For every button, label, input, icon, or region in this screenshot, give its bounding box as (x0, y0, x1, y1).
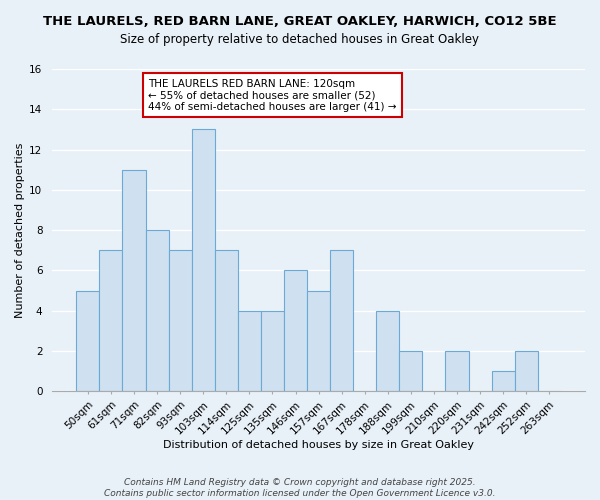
Text: Size of property relative to detached houses in Great Oakley: Size of property relative to detached ho… (121, 32, 479, 46)
Bar (76, 290, 100, 392)
X-axis label: Distribution of detached houses by size in Great Oakley: Distribution of detached houses by size … (163, 440, 474, 450)
Bar (515, 351, 538, 392)
Bar (400, 351, 422, 392)
Bar (284, 270, 307, 392)
Bar (169, 250, 191, 392)
Bar (238, 311, 261, 392)
Bar (146, 230, 169, 392)
Bar (261, 311, 284, 392)
Bar (100, 250, 122, 392)
Bar (191, 130, 215, 392)
Y-axis label: Number of detached properties: Number of detached properties (15, 142, 25, 318)
Bar (376, 311, 400, 392)
Bar (122, 170, 146, 392)
Text: THE LAURELS, RED BARN LANE, GREAT OAKLEY, HARWICH, CO12 5BE: THE LAURELS, RED BARN LANE, GREAT OAKLEY… (43, 15, 557, 28)
Text: THE LAURELS RED BARN LANE: 120sqm
← 55% of detached houses are smaller (52)
44% : THE LAURELS RED BARN LANE: 120sqm ← 55% … (148, 78, 397, 112)
Bar (215, 250, 238, 392)
Bar (330, 250, 353, 392)
Bar (307, 290, 330, 392)
Text: Contains HM Land Registry data © Crown copyright and database right 2025.
Contai: Contains HM Land Registry data © Crown c… (104, 478, 496, 498)
Bar (445, 351, 469, 392)
Bar (491, 371, 515, 392)
